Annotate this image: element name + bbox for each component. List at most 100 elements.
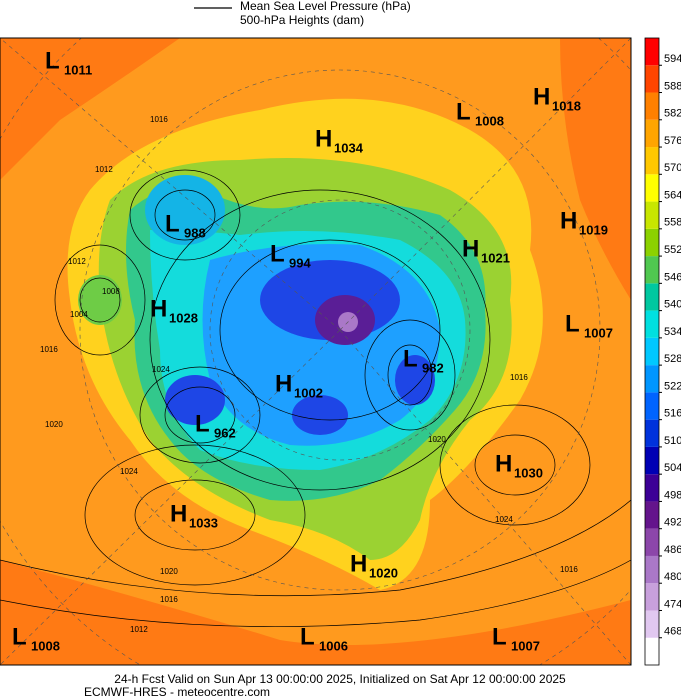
colorbar-band xyxy=(645,119,659,148)
center-letter: H xyxy=(495,450,512,477)
center-letter: L xyxy=(45,47,60,74)
center-letter: L xyxy=(270,240,285,267)
colorbar-band xyxy=(645,555,659,584)
center-pressure: 1033 xyxy=(189,515,218,530)
colorbar-band xyxy=(645,419,659,447)
center-letter: H xyxy=(350,550,367,577)
center-pressure: 1007 xyxy=(584,325,613,340)
height-zone xyxy=(78,275,122,325)
isobar-label: 1016 xyxy=(150,115,168,124)
colorbar-band xyxy=(645,228,659,257)
colorbar-band xyxy=(645,201,659,229)
center-pressure: 1018 xyxy=(552,98,581,113)
colorbar-tick-label: 510 xyxy=(664,435,681,447)
colorbar-band xyxy=(645,637,659,665)
colorbar-tick-label: 564 xyxy=(664,189,681,201)
colorbar-frame xyxy=(644,37,660,666)
isobar-label: 1016 xyxy=(560,565,578,574)
colorbar-tick-label: 468 xyxy=(664,626,681,638)
height-zone xyxy=(145,175,225,245)
colorbar-band xyxy=(645,38,659,66)
colorbar-tick-label: 522 xyxy=(664,380,681,392)
colorbar-band xyxy=(645,446,659,475)
legend-fill-label: 500-hPa Heights (dam) xyxy=(240,13,364,27)
isobar-label: 1020 xyxy=(428,435,446,444)
colorbar-tick-label: 594 xyxy=(664,53,681,65)
colorbar-band xyxy=(645,310,659,338)
center-pressure: 982 xyxy=(422,360,444,375)
isobar-label: 1024 xyxy=(495,515,513,524)
center-letter: H xyxy=(462,235,479,262)
colorbar-band xyxy=(645,174,659,202)
center-pressure: 1002 xyxy=(294,385,323,400)
colorbar-tick-label: 492 xyxy=(664,517,681,529)
center-pressure: 1030 xyxy=(514,465,543,480)
colorbar-band xyxy=(645,256,659,284)
center-pressure: 1011 xyxy=(64,62,92,77)
height-zone xyxy=(560,38,631,300)
footer-credit: ECMWF-HRES - meteocentre.com xyxy=(84,685,270,699)
center-pressure: 1019 xyxy=(579,222,608,237)
colorbar-band xyxy=(645,583,659,611)
height-zone xyxy=(165,375,225,425)
colorbar-tick-label: 528 xyxy=(664,353,681,365)
center-pressure: 1006 xyxy=(319,638,348,653)
height-zone xyxy=(292,395,348,435)
colorbar-tick-label: 516 xyxy=(664,408,681,420)
colorbar-tick-label: 498 xyxy=(664,489,681,501)
center-pressure: 1007 xyxy=(511,638,540,653)
colorbar-tick-label: 576 xyxy=(664,135,681,147)
isobar-label: 1004 xyxy=(70,310,88,319)
center-letter: H xyxy=(315,125,332,152)
colorbar-tick-label: 504 xyxy=(664,462,681,474)
center-letter: L xyxy=(12,623,27,650)
center-letter: L xyxy=(165,210,180,237)
center-pressure: 1021 xyxy=(481,250,510,265)
center-pressure: 988 xyxy=(184,225,206,240)
center-letter: L xyxy=(195,410,210,437)
center-letter: H xyxy=(275,370,292,397)
colorbar-tick-label: 558 xyxy=(664,217,681,229)
center-pressure: 1028 xyxy=(169,310,198,325)
colorbar-band xyxy=(645,365,659,393)
legend-line-label: Mean Sea Level Pressure (hPa) xyxy=(240,0,411,13)
center-letter: L xyxy=(565,310,580,337)
isobar-label: 1008 xyxy=(102,287,120,296)
colorbar-band xyxy=(645,92,659,120)
center-letter: H xyxy=(533,83,550,110)
footer-line: 24-h Fcst Valid on Sun Apr 13 00:00:00 2… xyxy=(114,672,566,686)
center-pressure: 1008 xyxy=(475,113,504,128)
colorbar-tick-label: 582 xyxy=(664,108,681,120)
colorbar-band xyxy=(645,610,659,638)
colorbar-tick-label: 474 xyxy=(664,598,681,610)
height-zone xyxy=(0,38,180,180)
center-letter: L xyxy=(403,345,418,372)
isobar-label: 1012 xyxy=(68,257,86,266)
colorbar-band xyxy=(645,528,659,556)
colorbar-band xyxy=(645,392,659,420)
map-frame xyxy=(0,37,632,666)
isobar-label: 1020 xyxy=(45,420,63,429)
colorbar-band xyxy=(645,474,659,502)
center-pressure: 1034 xyxy=(334,140,364,155)
colorbar-tick-label: 552 xyxy=(664,244,681,256)
center-letter: H xyxy=(560,207,577,234)
isobar-label: 1012 xyxy=(130,625,148,634)
isobar-label: 1024 xyxy=(152,365,170,374)
colorbar-band xyxy=(645,337,659,366)
center-pressure: 1020 xyxy=(369,565,398,580)
colorbar-band xyxy=(645,501,659,529)
center-pressure: 1008 xyxy=(31,638,60,653)
isobar-label: 1020 xyxy=(160,567,178,576)
center-letter: L xyxy=(456,98,471,125)
colorbar-tick-label: 534 xyxy=(664,326,681,338)
height-zone xyxy=(0,560,631,665)
center-pressure: 962 xyxy=(214,425,236,440)
isobar-label: 1016 xyxy=(160,595,178,604)
colorbar-tick-label: 486 xyxy=(664,544,681,556)
colorbar-tick-label: 588 xyxy=(664,80,681,92)
colorbar-band xyxy=(645,283,659,311)
